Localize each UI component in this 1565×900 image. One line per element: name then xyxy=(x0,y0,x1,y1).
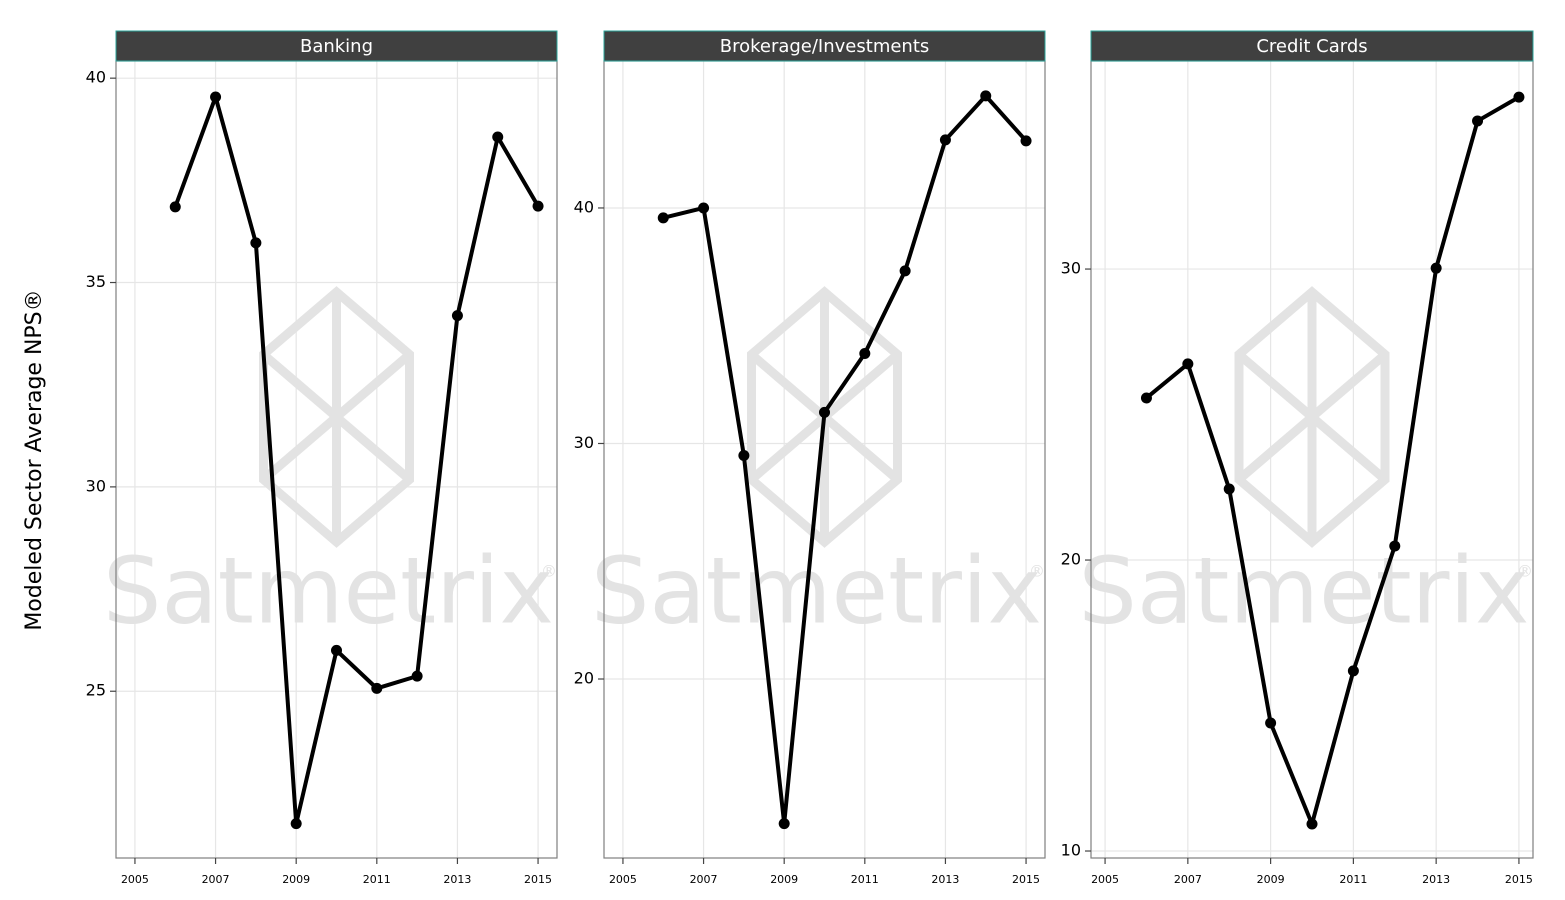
y-tick-label: 20 xyxy=(1061,550,1081,569)
watermark-logo xyxy=(333,413,413,483)
data-point xyxy=(169,201,181,213)
watermark-mark: ® xyxy=(1517,562,1533,581)
watermark-logo xyxy=(821,351,901,421)
watermark-logo xyxy=(748,413,828,483)
x-tick-label: 2013 xyxy=(1422,873,1450,886)
y-axis-label: Modeled Sector Average NPS® xyxy=(22,289,47,630)
watermark-logo xyxy=(1236,351,1315,421)
x-tick-label: 2011 xyxy=(851,873,879,886)
data-point xyxy=(1020,135,1032,147)
x-tick-label: 2007 xyxy=(202,873,230,886)
data-point xyxy=(451,310,463,322)
data-point xyxy=(1430,262,1442,274)
data-point xyxy=(980,90,992,102)
x-tick-label: 2009 xyxy=(282,873,310,886)
watermark-logo xyxy=(260,413,340,483)
strip xyxy=(115,30,558,62)
watermark-logo xyxy=(1309,413,1388,483)
data-line xyxy=(662,93,1028,826)
x-tick-label: 2015 xyxy=(1012,873,1040,886)
data-point xyxy=(778,818,790,830)
watermark-logo xyxy=(1236,413,1315,483)
x-tick-label: 2013 xyxy=(443,873,471,886)
x-tick-label: 2009 xyxy=(770,873,798,886)
data-point xyxy=(1513,91,1525,103)
data-point xyxy=(1182,358,1194,370)
x-tick-label: 2011 xyxy=(1339,873,1367,886)
watermark: Satmetrix xyxy=(1079,537,1530,644)
strip xyxy=(1090,30,1534,62)
data-point xyxy=(532,200,544,212)
data-point xyxy=(899,265,911,277)
x-tick-label: 2005 xyxy=(121,873,149,886)
data-point xyxy=(1389,540,1401,552)
y-tick-label: 10 xyxy=(1061,841,1081,860)
x-tick-label: 2007 xyxy=(1174,873,1202,886)
watermark-logo xyxy=(821,413,901,483)
data-point xyxy=(1347,665,1359,677)
y-tick-label: 30 xyxy=(574,433,594,452)
watermark-logo xyxy=(748,351,828,421)
panel-title: Credit Cards xyxy=(1256,36,1367,57)
data-point xyxy=(738,449,750,461)
y-tick-label: 20 xyxy=(574,669,594,688)
data-point xyxy=(698,202,710,214)
strip xyxy=(603,30,1046,62)
y-tick-label: 40 xyxy=(574,197,594,216)
y-tick-label: 25 xyxy=(86,681,106,700)
x-tick-label: 2013 xyxy=(931,873,959,886)
x-tick-label: 2005 xyxy=(1091,873,1119,886)
data-point xyxy=(250,237,262,249)
data-point xyxy=(331,644,342,656)
data-point xyxy=(371,682,383,694)
watermark-logo xyxy=(333,351,413,421)
x-tick-label: 2007 xyxy=(690,873,718,886)
panel-title: Brokerage/Investments xyxy=(720,36,930,57)
x-tick-label: 2015 xyxy=(1505,873,1533,886)
data-line xyxy=(1145,95,1520,826)
x-tick-label: 2005 xyxy=(609,873,637,886)
watermark: Satmetrix xyxy=(103,537,554,644)
data-point xyxy=(492,131,504,143)
data-point xyxy=(1472,115,1484,127)
data-point xyxy=(411,670,423,682)
watermark-mark: ® xyxy=(1029,562,1045,581)
data-point xyxy=(290,818,302,830)
data-point xyxy=(939,134,951,146)
x-tick-label: 2009 xyxy=(1257,873,1285,886)
watermark: Satmetrix xyxy=(591,537,1042,644)
watermark-logo xyxy=(260,351,340,421)
y-tick-label: 35 xyxy=(86,272,106,291)
data-point xyxy=(210,91,222,103)
data-point xyxy=(657,212,669,224)
x-tick-label: 2015 xyxy=(524,873,552,886)
y-tick-label: 30 xyxy=(1061,259,1081,278)
watermark-mark: ® xyxy=(541,562,557,581)
panel-title: Banking xyxy=(300,36,373,57)
x-tick-label: 2011 xyxy=(363,873,391,886)
data-point xyxy=(1140,392,1152,404)
data-line xyxy=(173,94,540,826)
data-point xyxy=(819,406,830,418)
y-tick-label: 30 xyxy=(86,476,106,495)
data-point xyxy=(1265,717,1277,729)
watermark-logo xyxy=(1309,351,1388,421)
data-point xyxy=(1306,818,1318,830)
data-point xyxy=(1223,483,1235,495)
data-point xyxy=(859,348,871,360)
y-tick-label: 40 xyxy=(86,68,106,87)
